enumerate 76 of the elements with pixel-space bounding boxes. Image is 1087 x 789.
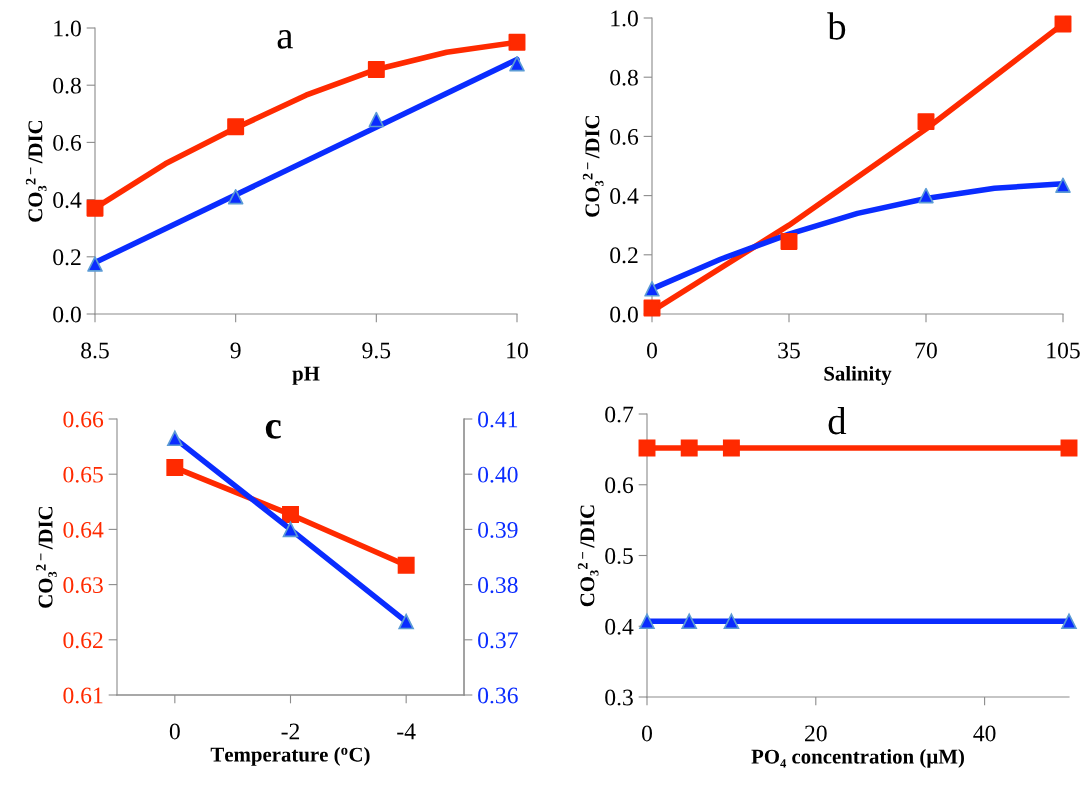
point (397, 556, 415, 574)
y-tick-label: 0.4 (610, 188, 639, 205)
x-axis-title: Temperature ($^{o}$C) (210, 746, 370, 766)
y-tick-label: 0.2 (53, 249, 81, 266)
y2-tick-label: 0.40 (478, 466, 518, 483)
y2-tick-label: 0.41 (478, 411, 518, 428)
y-axis-title: CO₃$^{2−}$/DIC (577, 505, 599, 607)
point (509, 55, 525, 72)
y-tick-label: 0.66 (63, 411, 104, 428)
point (780, 233, 798, 250)
y-axis-title: CO₃$^{2−}$/DIC (25, 120, 47, 222)
x-tick-label: 35 (778, 342, 800, 359)
x-tick-label: 0 (169, 723, 180, 740)
x-axis-title: pH (292, 366, 320, 385)
point (166, 459, 184, 477)
y-tick-label: 0.8 (610, 69, 638, 86)
point (918, 187, 934, 204)
x-tick-label: 10 (507, 342, 528, 359)
x-tick-label: 40 (973, 725, 996, 742)
y-tick-label: 0.8 (53, 77, 81, 94)
point (398, 613, 414, 630)
y-tick-label: 0.4 (605, 618, 634, 635)
y2-tick-label: 0.36 (478, 687, 518, 704)
x-tick-label: 0 (642, 725, 652, 742)
point (644, 281, 660, 297)
y-tick-label: 0.0 (53, 306, 81, 323)
y-tick-label: 0.61 (63, 687, 103, 704)
point (282, 521, 299, 538)
y-tick-label: 0.0 (610, 306, 638, 323)
y2-tick-label: 0.38 (478, 577, 518, 594)
point (87, 256, 103, 272)
annotation: c (265, 419, 281, 439)
y-tick-label: 0.62 (63, 632, 103, 649)
point (368, 111, 385, 128)
point (167, 430, 183, 447)
y-tick-label: 0.7 (605, 406, 634, 423)
y-tick-label: 1.0 (54, 20, 81, 37)
x-tick-label: 70 (915, 342, 937, 359)
annotation: b (827, 12, 846, 40)
y2-tick-label: 0.37 (478, 632, 518, 649)
x-tick-label: 9.5 (362, 342, 391, 359)
y-tick-label: 0.65 (63, 466, 103, 483)
y-tick-label: 0.6 (605, 477, 634, 494)
annotation: a (277, 30, 293, 49)
x-tick-label: 20 (805, 725, 827, 742)
point (282, 506, 299, 523)
point (227, 118, 245, 136)
y-tick-label: 0.6 (53, 134, 82, 151)
y-tick-label: 0.3 (605, 689, 633, 706)
annotation: d (828, 407, 847, 435)
point (508, 33, 526, 51)
y-tick-label: 0.6 (610, 128, 639, 145)
y-axis-title: CO₃$^{2−}$/DIC (582, 115, 604, 217)
point (86, 199, 104, 217)
y2-tick-label: 0.39 (478, 521, 518, 538)
x-axis-title: PO₄ concentration (µM) (751, 748, 964, 768)
x-axis-title: Salinity (824, 365, 892, 385)
point (917, 113, 935, 131)
point (643, 299, 661, 317)
point (1054, 15, 1072, 33)
x-tick-label: -4 (397, 723, 416, 740)
y-tick-label: 0.2 (610, 247, 638, 264)
x-tick-label: 0 (647, 342, 657, 359)
x-tick-label: -2 (281, 723, 300, 740)
y-axis-title: CO₃$^{2−}$/DIC (36, 506, 57, 608)
point (367, 60, 385, 78)
y-tick-label: 1.0 (611, 10, 638, 27)
point (227, 188, 244, 205)
x-tick-label: 8.5 (81, 342, 109, 359)
x-tick-label: 9 (230, 342, 241, 359)
y-tick-label: 0.4 (53, 192, 82, 209)
y-tick-label: 0.5 (605, 547, 633, 565)
point (1055, 177, 1071, 194)
x-tick-label: 105 (1047, 342, 1080, 359)
y-tick-label: 0.64 (63, 521, 104, 538)
y-tick-label: 0.63 (63, 577, 103, 594)
